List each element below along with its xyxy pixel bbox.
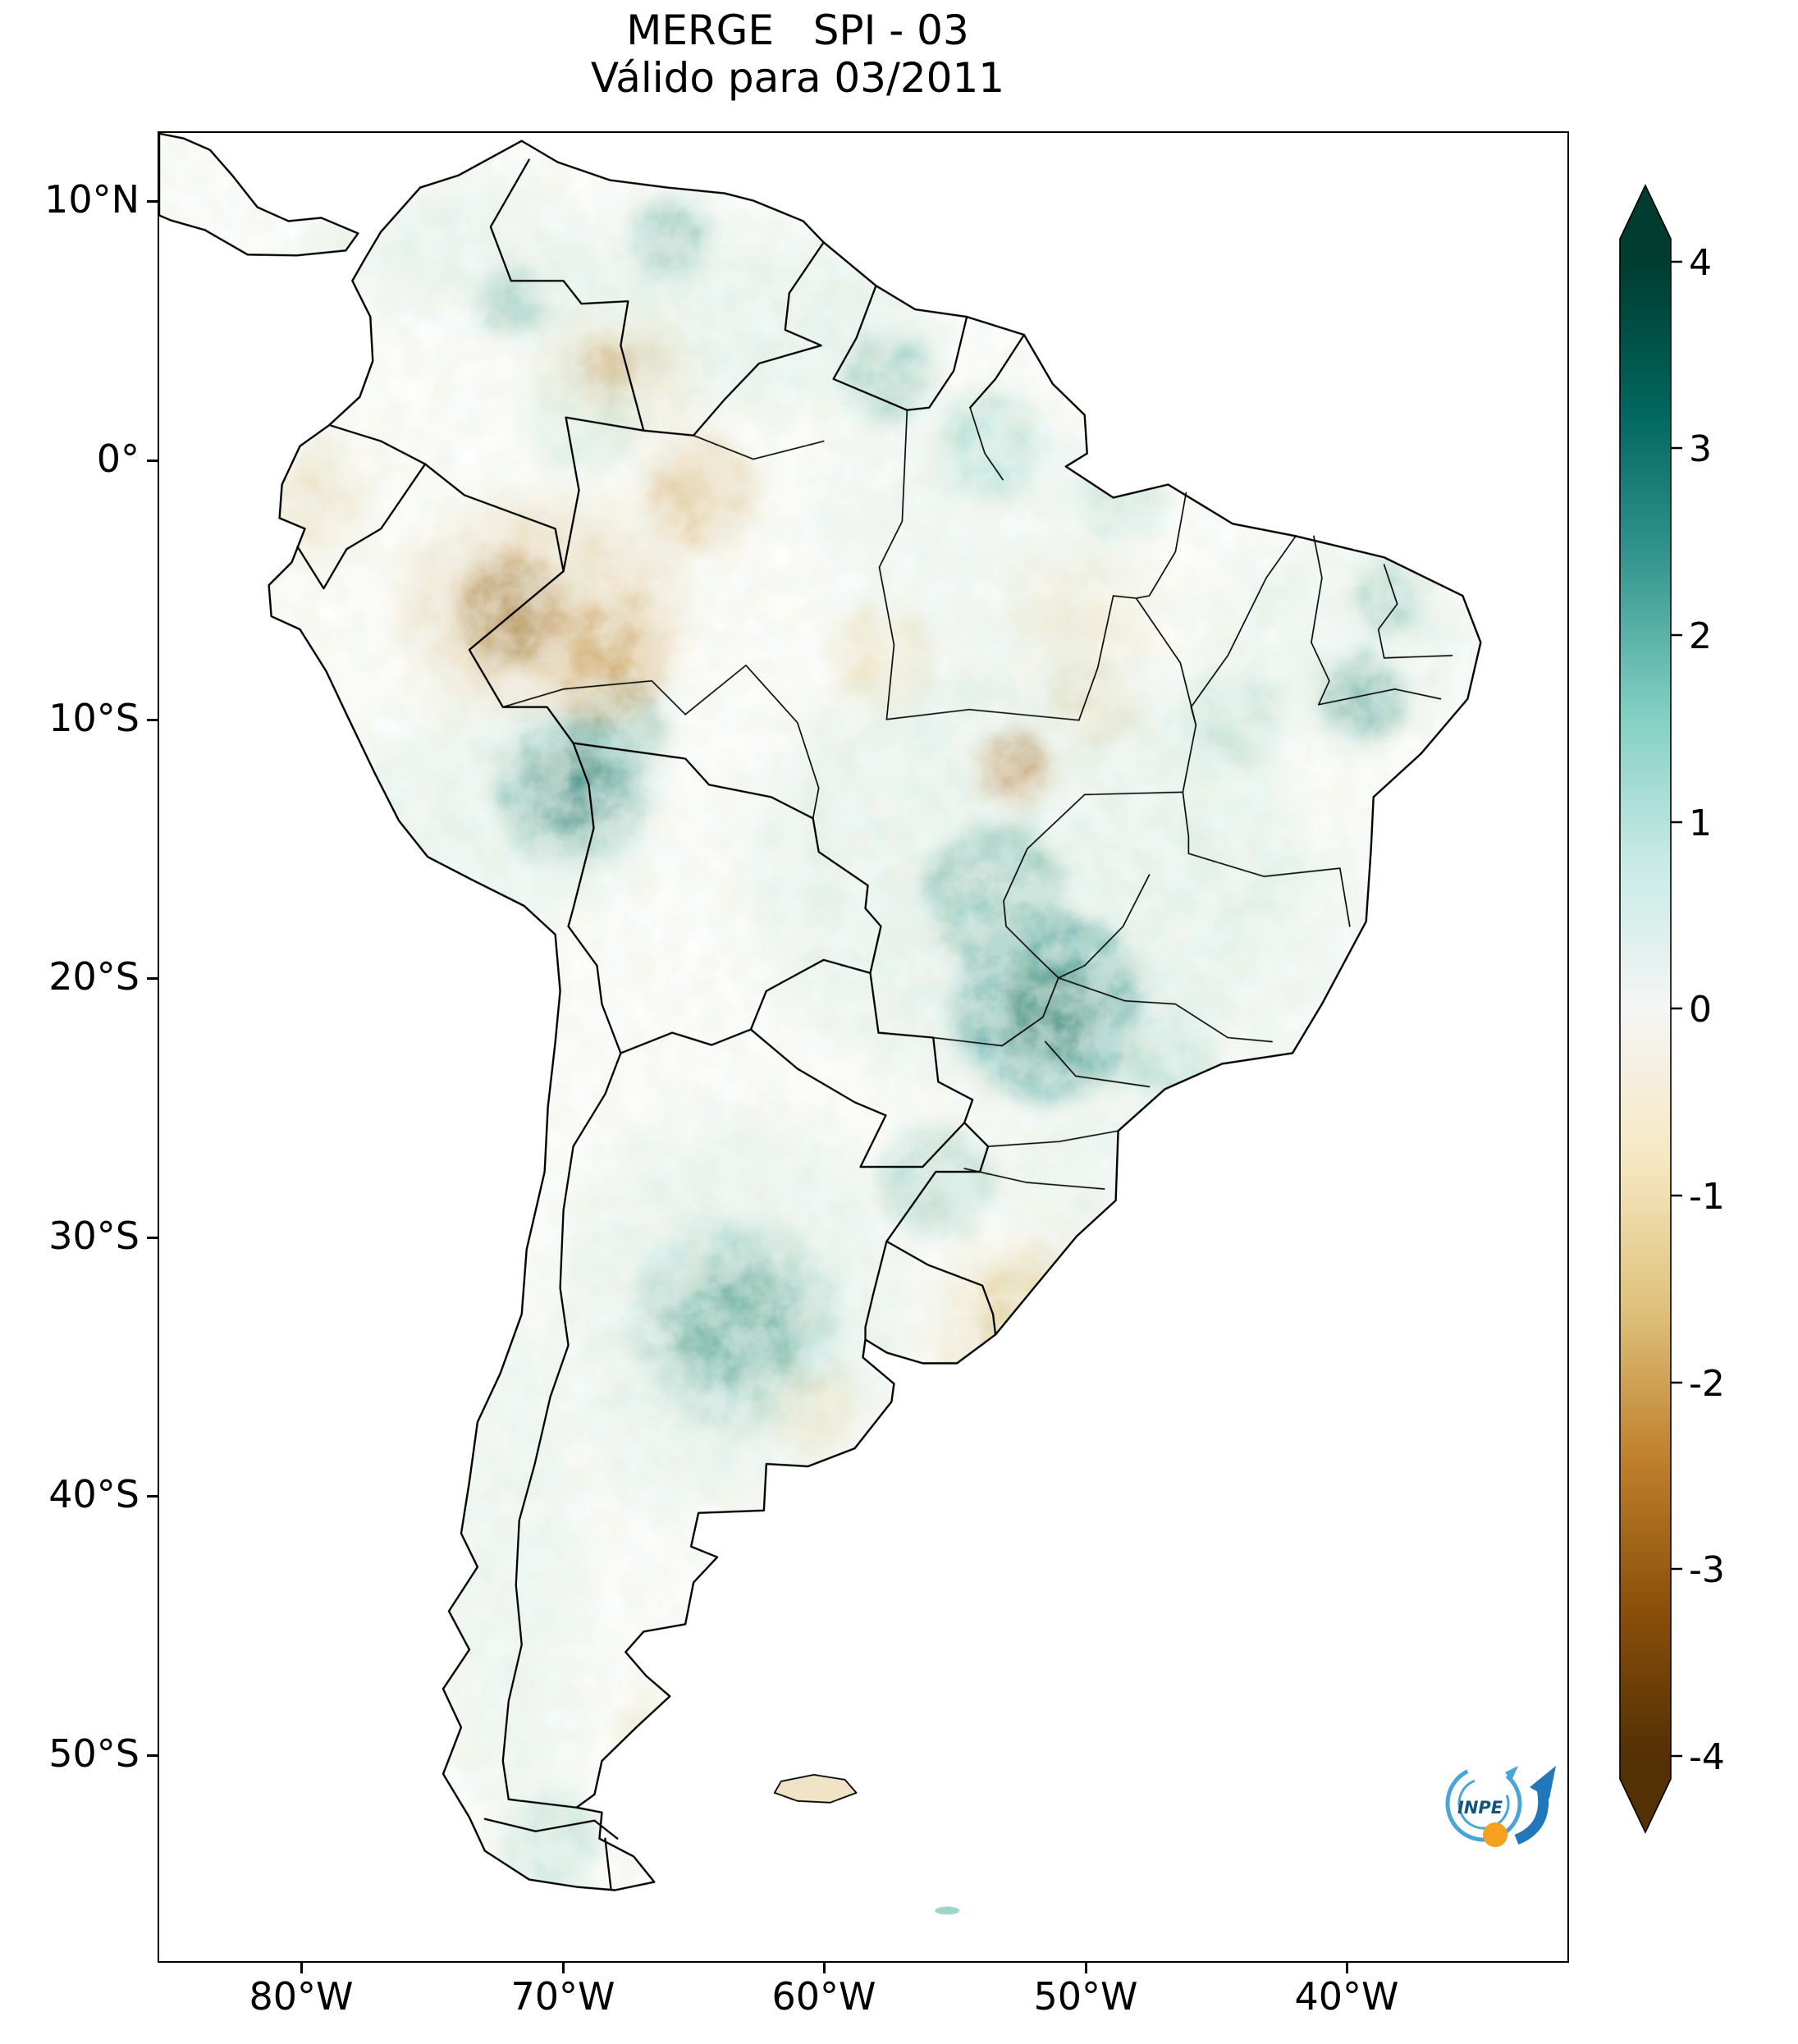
inpe-logo: INPE [1426,1754,1562,1861]
y-tick-mark [147,1237,158,1239]
colorbar-tick-label: 1 [1689,803,1712,844]
map-plot-area [158,131,1569,1963]
colorbar-tick-label: -4 [1689,1736,1725,1778]
x-tick-mark [1085,1963,1087,1973]
x-tick-label: 50°W [1033,1974,1138,2019]
state-borders [501,406,1453,1190]
y-tick-mark [147,200,158,203]
y-tick-mark [147,1754,158,1757]
y-tick-label: 10°S [48,696,140,740]
south-america-map [159,133,1482,1915]
inpe-logo-orange-ball [1483,1822,1507,1847]
figure-title-block: MERGE SPI - 03 Válido para 03/2011 [158,7,1438,102]
y-tick-label: 20°S [48,954,140,999]
colorbar-gradient [1619,184,1672,1834]
y-tick-label: 30°S [48,1214,140,1258]
figure-subtitle: Válido para 03/2011 [590,54,1005,102]
x-tick-mark [300,1963,303,1973]
coastline [159,133,1482,1891]
colorbar-tick-label: -3 [1689,1549,1725,1591]
y-tick-mark [147,460,158,462]
y-tick-label: 0° [96,437,140,481]
figure-title: MERGE SPI - 03 [626,7,969,54]
y-tick-mark [147,977,158,980]
colorbar-tick-label: 4 [1689,242,1712,284]
x-tick-mark [1346,1963,1348,1973]
colorbar-tick-label: 3 [1689,428,1712,470]
y-tick-mark [147,1495,158,1498]
x-tick-mark [562,1963,565,1973]
colorbar-tick-label: -1 [1689,1176,1725,1218]
country-borders [296,158,1026,1890]
x-tick-label: 80°W [249,1974,354,2019]
islands [773,1774,960,1915]
y-tick-label: 10°N [44,177,140,222]
x-tick-label: 70°W [510,1974,615,2019]
y-tick-label: 50°S [48,1731,140,1776]
x-tick-label: 40°W [1294,1974,1399,2019]
inpe-logo-arrow [1514,1787,1549,1845]
colorbar-tick-label: 0 [1689,989,1712,1031]
y-tick-label: 40°S [48,1472,140,1516]
colorbar-tick-label: 2 [1689,615,1712,657]
inpe-logo-arrowhead [1530,1766,1556,1799]
x-tick-mark [823,1963,826,1973]
colorbar-tick-label: -2 [1689,1363,1725,1405]
spi-field [159,133,1481,1891]
inpe-logo-text: INPE [1457,1798,1503,1818]
colorbar [1607,175,1705,1853]
colorbar-tick-marks [1671,260,1682,1758]
y-tick-mark [147,719,158,721]
x-tick-label: 60°W [771,1974,876,2019]
